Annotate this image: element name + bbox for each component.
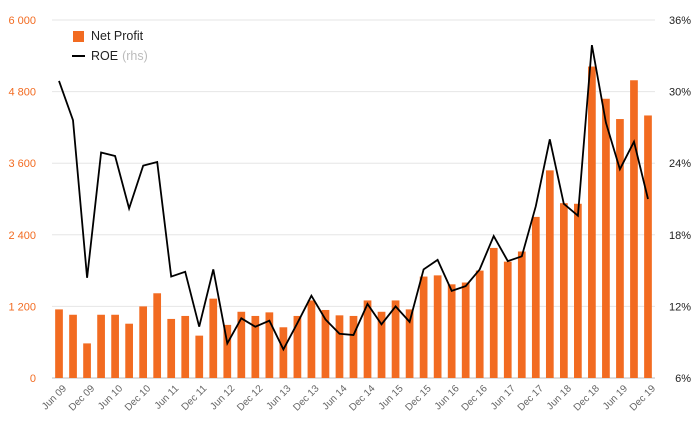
x-tick-label: Dec 16 [460, 383, 490, 413]
x-tick-label: Jun 18 [545, 383, 574, 412]
legend-label: Net Profit [91, 29, 144, 43]
legend-label: ROE [91, 49, 119, 63]
bar-net-profit [97, 314, 105, 378]
x-tick-label: Dec 13 [291, 383, 321, 413]
x-tick-label: Jun 09 [40, 383, 69, 412]
line-series-roe [58, 44, 649, 352]
bar-net-profit [55, 309, 63, 378]
left-axis-ticks: 0 1 200 2 400 3 600 4 800 6 000 [8, 15, 36, 385]
left-tick-label: 6 000 [8, 15, 36, 27]
right-axis-ticks: 6% 12% 18% 24% 30% 36% [669, 15, 691, 385]
bar-net-profit [195, 335, 204, 378]
bar-net-profit [588, 66, 596, 378]
x-tick-label: Dec 09 [67, 383, 97, 413]
x-tick-label: Jun 15 [377, 383, 406, 412]
x-tick-label: Dec 11 [180, 383, 210, 413]
bar-net-profit [574, 203, 582, 378]
left-tick-label: 4 800 [8, 87, 36, 99]
bar-net-profit [419, 276, 428, 378]
legend-label-suffix: (rhs) [122, 49, 148, 63]
x-tick-label: Jun 14 [321, 383, 350, 412]
bar-net-profit [559, 203, 568, 378]
bar-net-profit [644, 115, 652, 378]
bar-net-profit [517, 251, 526, 378]
bar-net-profit [83, 343, 91, 378]
bar-net-profit [181, 315, 190, 378]
bar-net-profit [531, 216, 540, 378]
bar-net-profit [139, 306, 148, 378]
bar-net-profit [293, 315, 302, 378]
legend-item-roe: ROE (rhs) [72, 46, 148, 66]
x-tick-label: Jun 17 [489, 383, 518, 412]
legend-swatch-line [72, 55, 85, 57]
bar-net-profit [363, 300, 372, 378]
bar-net-profit [503, 261, 512, 378]
bar-net-profit [223, 324, 232, 378]
bar-net-profit [279, 327, 288, 378]
left-tick-label: 0 [30, 373, 36, 385]
bar-net-profit [125, 323, 133, 378]
x-tick-label: Dec 15 [404, 383, 434, 413]
bar-net-profit [167, 318, 176, 378]
x-tick-label: Jun 13 [264, 383, 293, 412]
left-tick-label: 1 200 [8, 301, 36, 313]
legend-item-net-profit: Net Profit [72, 26, 148, 46]
bar-net-profit [209, 298, 218, 378]
bar-net-profit [251, 315, 260, 378]
bar-net-profit [616, 119, 624, 379]
x-tick-label: Dec 10 [123, 383, 153, 413]
bar-net-profit [475, 270, 484, 378]
bar-net-profit [377, 311, 386, 378]
bar-net-profit [489, 247, 498, 378]
bar-net-profit [447, 284, 456, 378]
bar-net-profit [307, 300, 316, 378]
right-tick-label: 6% [675, 373, 691, 385]
right-tick-label: 24% [669, 158, 691, 170]
bar-net-profit [265, 312, 274, 378]
right-tick-label: 18% [669, 230, 691, 242]
right-tick-label: 36% [669, 15, 691, 27]
bar-net-profit [630, 80, 638, 378]
bar-net-profit [153, 293, 162, 378]
x-tick-label: Jun 19 [601, 383, 630, 412]
x-tick-label: Jun 12 [208, 383, 237, 412]
x-tick-label: Jun 16 [433, 383, 462, 412]
x-tick-label: Jun 10 [96, 383, 125, 412]
x-tick-label: Jun 11 [153, 383, 182, 412]
x-tick-label: Dec 12 [235, 383, 265, 413]
left-tick-label: 2 400 [8, 230, 36, 242]
bar-series-net-profit [55, 66, 652, 379]
bar-net-profit [321, 309, 330, 378]
x-tick-label: Dec 17 [516, 383, 546, 413]
bar-net-profit [335, 315, 344, 378]
bar-net-profit [111, 314, 119, 378]
right-tick-label: 30% [669, 87, 691, 99]
x-tick-label: Dec 18 [572, 383, 602, 413]
bar-net-profit [391, 300, 400, 378]
bar-net-profit [237, 311, 246, 378]
bar-net-profit [433, 275, 442, 378]
x-tick-label: Dec 14 [347, 383, 377, 413]
bar-net-profit [461, 282, 470, 378]
left-tick-label: 3 600 [8, 158, 36, 170]
legend-swatch-bar [73, 30, 84, 42]
right-tick-label: 12% [669, 301, 691, 313]
bar-net-profit [349, 315, 358, 378]
bar-net-profit [602, 98, 610, 378]
bar-net-profit [405, 309, 414, 378]
bar-net-profit [69, 314, 77, 378]
roe-line [58, 44, 649, 352]
bar-net-profit [545, 170, 554, 378]
x-tick-label: Dec 19 [628, 383, 658, 413]
legend: Net Profit ROE (rhs) [72, 26, 148, 66]
